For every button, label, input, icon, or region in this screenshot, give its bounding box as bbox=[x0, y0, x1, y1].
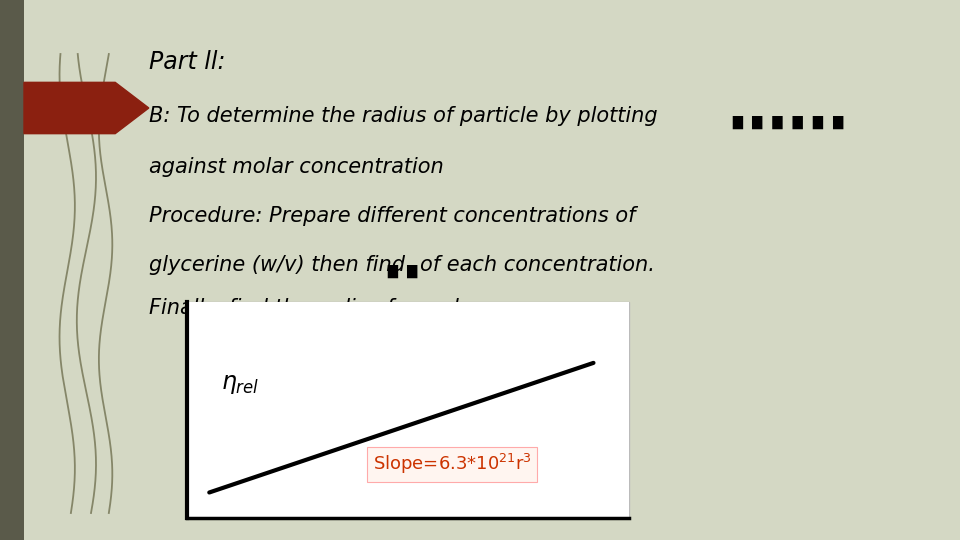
Bar bbox=[187, 302, 629, 518]
Text: glycerine (w/v) then find: glycerine (w/v) then find bbox=[149, 254, 405, 275]
Text: Part ll:: Part ll: bbox=[149, 50, 226, 74]
Text: B: To determine the radius of particle by plotting: B: To determine the radius of particle b… bbox=[149, 106, 664, 126]
Text: ▖▖▖▖▖▖: ▖▖▖▖▖▖ bbox=[732, 103, 854, 129]
Bar bbox=[0, 0, 24, 540]
Text: ▖▖: ▖▖ bbox=[387, 252, 427, 278]
Text: against molar concentration: against molar concentration bbox=[149, 157, 444, 178]
Text: Procedure: Prepare different concentrations of: Procedure: Prepare different concentrati… bbox=[149, 206, 636, 226]
Text: of each concentration.: of each concentration. bbox=[420, 254, 656, 275]
FancyArrow shape bbox=[24, 82, 149, 133]
Text: Slope=6.3*10$^{21}$r$^{3}$: Slope=6.3*10$^{21}$r$^{3}$ bbox=[372, 453, 532, 476]
Text: $\eta_{rel}$: $\eta_{rel}$ bbox=[221, 373, 259, 396]
Text: Finally, find the radius from slope.: Finally, find the radius from slope. bbox=[149, 298, 504, 318]
